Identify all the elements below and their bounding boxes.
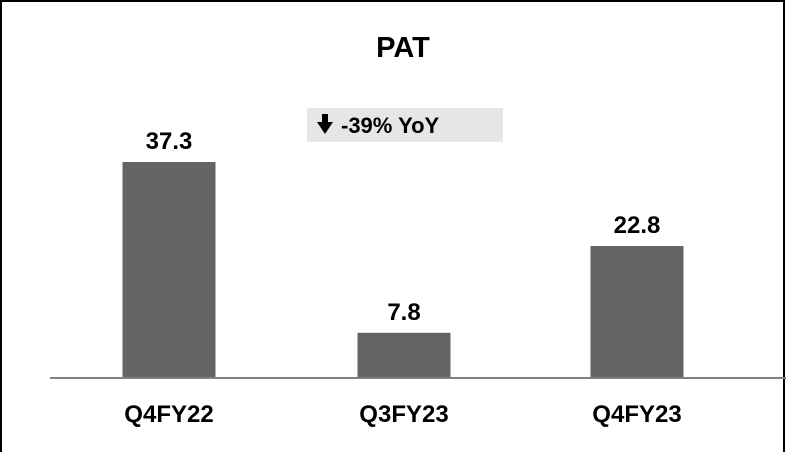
category-label-q4fy22: Q4FY22 xyxy=(124,401,213,428)
bar-q4fy22 xyxy=(122,162,216,378)
category-labels-layer: Q4FY22 Q3FY23 Q4FY23 xyxy=(124,401,681,428)
value-labels-layer: 37.3 7.8 22.8 xyxy=(146,128,661,326)
bar-q3fy23 xyxy=(357,332,451,378)
value-label-q3fy23: 7.8 xyxy=(387,299,420,326)
yoy-badge: -39% YoY xyxy=(307,108,503,142)
value-label-q4fy23: 22.8 xyxy=(614,212,661,239)
bars-layer xyxy=(122,162,684,378)
yoy-badge-background xyxy=(307,108,503,142)
bar-q4fy23 xyxy=(590,246,684,378)
category-label-q4fy23: Q4FY23 xyxy=(592,401,681,428)
arrow-down-icon xyxy=(317,114,333,134)
yoy-badge-text: -39% YoY xyxy=(341,113,440,138)
category-label-q3fy23: Q3FY23 xyxy=(359,401,448,428)
value-label-q4fy22: 37.3 xyxy=(146,128,193,155)
chart-title: PAT xyxy=(376,32,430,64)
